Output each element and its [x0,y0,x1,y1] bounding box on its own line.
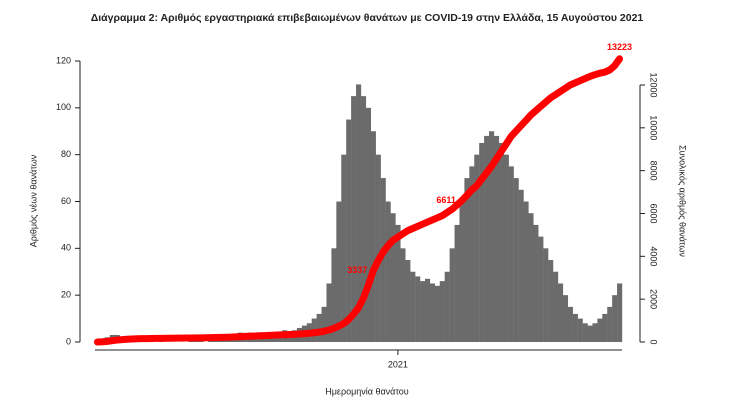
y-tick-label: 0 [66,336,71,346]
y2-axis-label: Συνολικός αριθμός θανάτων [678,145,688,257]
bar [346,119,352,343]
bar [356,84,362,343]
bar [493,135,500,342]
bar [597,318,603,342]
y-tick-label: 100 [56,102,71,112]
bar [474,154,480,342]
bar [410,271,416,342]
bar [415,276,421,342]
bar [592,323,598,342]
value-label: 3337 [347,265,367,275]
bar [617,283,623,342]
bar [336,201,342,342]
bar [612,295,618,342]
bar [567,306,573,342]
bar [602,313,608,342]
y2-tick-label: 8000 [649,161,659,181]
y-tick-label: 80 [61,149,71,159]
y-tick-label: 60 [61,196,71,206]
bar [508,166,514,342]
bar [538,236,544,342]
bar [400,248,406,342]
y2-tick-label: 10000 [649,115,659,140]
bar [503,154,509,342]
bar [562,295,569,342]
bar [365,107,372,342]
y-axis-label: Αριθμός νέων θανάτων [28,154,38,247]
bar [454,224,460,342]
bar [489,131,495,342]
bar [380,178,386,342]
cumulative-line [93,55,624,346]
bar [326,283,332,342]
bar [523,201,529,342]
y2-tick-label: 0 [649,339,659,344]
bar [607,306,613,342]
y2-tick-label: 12000 [649,72,659,97]
y2-tick-label: 2000 [649,289,659,309]
chart-title: Διάγραμμα 2: Αριθμός εργαστηριακά επιβεβ… [91,12,644,24]
bar [577,318,583,342]
bar [548,260,554,342]
bar [572,313,578,342]
bar [395,224,401,342]
bar [533,224,539,342]
bar [459,201,465,342]
bar [321,306,327,342]
bar [553,271,559,342]
bar [479,142,485,342]
bar [405,260,411,342]
bar [390,213,396,342]
bar [331,248,337,342]
bar [434,285,440,342]
bar [498,142,504,342]
bar [582,323,588,342]
bar [439,281,445,342]
bar [429,283,436,342]
bar [351,96,357,342]
bar [341,154,347,342]
y-tick-label: 120 [56,55,71,65]
bar [257,337,263,342]
bar [420,281,426,342]
bar [449,248,455,342]
value-label: 6611 [436,195,456,205]
bar [424,278,431,342]
value-label: 13223 [607,42,632,52]
bar [464,178,470,342]
x-axis-label: Ημερομηνία θανάτου [325,386,409,396]
bar [543,248,549,342]
bar [587,325,593,342]
bar [316,313,322,342]
bar [370,131,376,342]
bar [277,334,283,342]
bar [385,201,391,342]
bar [484,135,490,342]
bar [518,189,524,342]
y2-tick-label: 4000 [649,246,659,266]
y-tick-label: 40 [61,243,71,253]
bar [360,96,367,342]
bar [375,154,381,342]
bar [513,178,519,342]
x-tick-label: 2021 [388,359,408,369]
bar [469,166,475,342]
y-tick-label: 20 [61,290,71,300]
y2-tick-label: 6000 [649,203,659,223]
bar [528,213,534,342]
bar [444,271,450,342]
bar [557,283,564,342]
